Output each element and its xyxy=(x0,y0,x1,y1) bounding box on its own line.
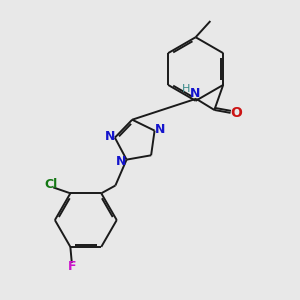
Text: O: O xyxy=(230,106,242,120)
Text: F: F xyxy=(68,260,76,273)
Text: N: N xyxy=(155,123,165,136)
Text: H: H xyxy=(182,84,190,94)
Text: N: N xyxy=(189,87,200,100)
Text: N: N xyxy=(104,130,115,143)
Text: Cl: Cl xyxy=(44,178,58,191)
Text: N: N xyxy=(116,155,127,169)
